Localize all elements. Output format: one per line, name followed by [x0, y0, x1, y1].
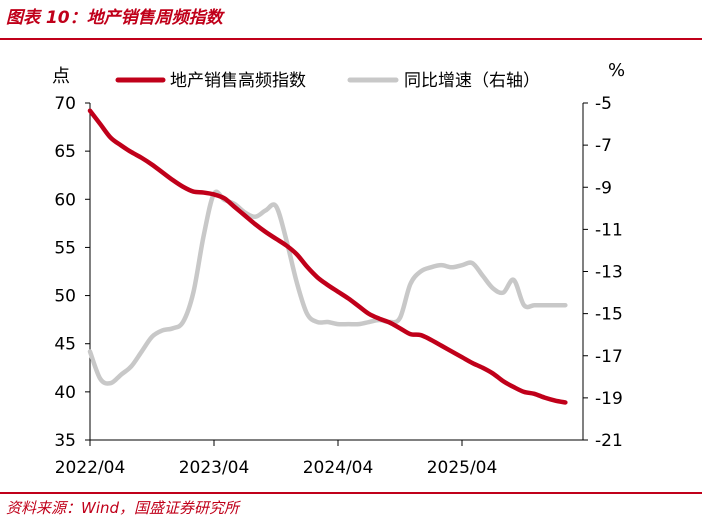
- left-tick-label: 70: [54, 94, 76, 114]
- series-line-yoy: [87, 189, 568, 386]
- legend-label: 同比增速（右轴）: [404, 71, 540, 91]
- right-unit-label: %: [608, 60, 625, 81]
- bottom-rule: [0, 492, 702, 494]
- right-tick-label: -9: [595, 178, 612, 198]
- legend-label: 地产销售高频指数: [170, 71, 306, 91]
- right-tick-label: -13: [595, 263, 623, 283]
- left-tick-label: 35: [54, 431, 76, 451]
- right-tick-label: -15: [595, 305, 623, 325]
- x-tick-label: 2022/04: [55, 458, 126, 478]
- right-tick-label: -17: [595, 347, 623, 367]
- left-tick-label: 50: [54, 287, 76, 307]
- right-tick-label: -19: [595, 389, 623, 409]
- x-tick-label: 2025/04: [427, 458, 498, 478]
- source-note: 资料来源：Wind，国盛证券研究所: [6, 499, 240, 517]
- series-lines: [87, 108, 568, 405]
- left-unit-label: 点: [52, 66, 70, 87]
- left-tick-label: 55: [54, 238, 76, 258]
- series-line-index: [87, 108, 568, 405]
- left-tick-label: 40: [54, 383, 76, 403]
- right-tick-label: -7: [595, 136, 612, 156]
- x-tick-label: 2023/04: [179, 458, 250, 478]
- left-tick-label: 60: [54, 190, 76, 210]
- axes: 35 40 45 50 55 60 65 70 -21 -19 -17 -15 -13 -11 -9 -7 -5…: [52, 60, 625, 478]
- right-tick-label: -11: [595, 220, 623, 240]
- right-tick-label: -5: [595, 94, 612, 114]
- top-rule: [0, 38, 702, 40]
- legend: 地产销售高频指数 同比增速（右轴）: [115, 71, 540, 91]
- left-tick-label: 65: [54, 142, 76, 162]
- figure-title: 图表 10：地产销售周频指数: [6, 8, 223, 28]
- left-tick-label: 45: [54, 335, 76, 355]
- x-tick-label: 2024/04: [303, 458, 374, 478]
- right-tick-label: -21: [595, 431, 623, 451]
